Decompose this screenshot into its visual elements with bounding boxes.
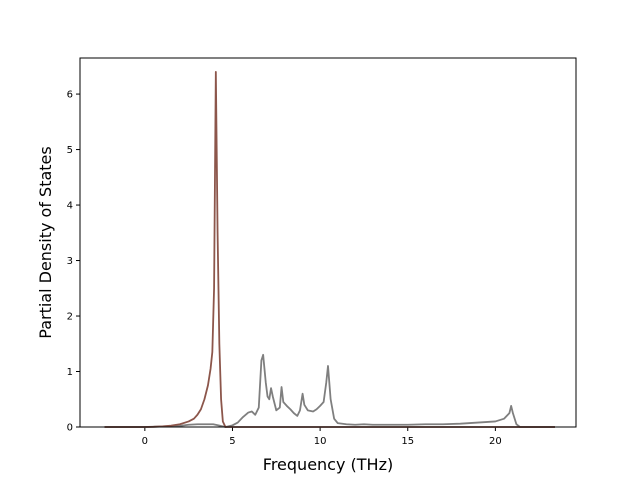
- y-tick-label: 6: [67, 90, 73, 101]
- x-tick-label: 5: [229, 436, 235, 447]
- x-tick-label: 0: [142, 436, 148, 447]
- x-tick-label: 15: [401, 436, 414, 447]
- y-tick-label: 4: [67, 201, 73, 212]
- y-axis-ticks: 0 1 2 3 4 5 6: [67, 90, 80, 434]
- y-tick-label: 5: [67, 145, 73, 156]
- plot-area-frame: [79, 57, 577, 428]
- x-tick-label: 20: [489, 436, 502, 447]
- x-axis-label: Frequency (THz): [263, 455, 393, 474]
- y-tick-label: 0: [67, 423, 73, 434]
- y-axis-label: Partial Density of States: [36, 146, 55, 338]
- x-tick-label: 10: [314, 436, 327, 447]
- y-tick-label: 1: [67, 367, 73, 378]
- y-tick-label: 2: [67, 312, 73, 323]
- series-lines: [104, 70, 555, 428]
- series-line-1: [104, 353, 555, 428]
- x-axis-ticks: 0 5 10 15 20: [142, 427, 502, 447]
- series-line-2: [104, 70, 555, 428]
- y-tick-label: 3: [67, 256, 73, 267]
